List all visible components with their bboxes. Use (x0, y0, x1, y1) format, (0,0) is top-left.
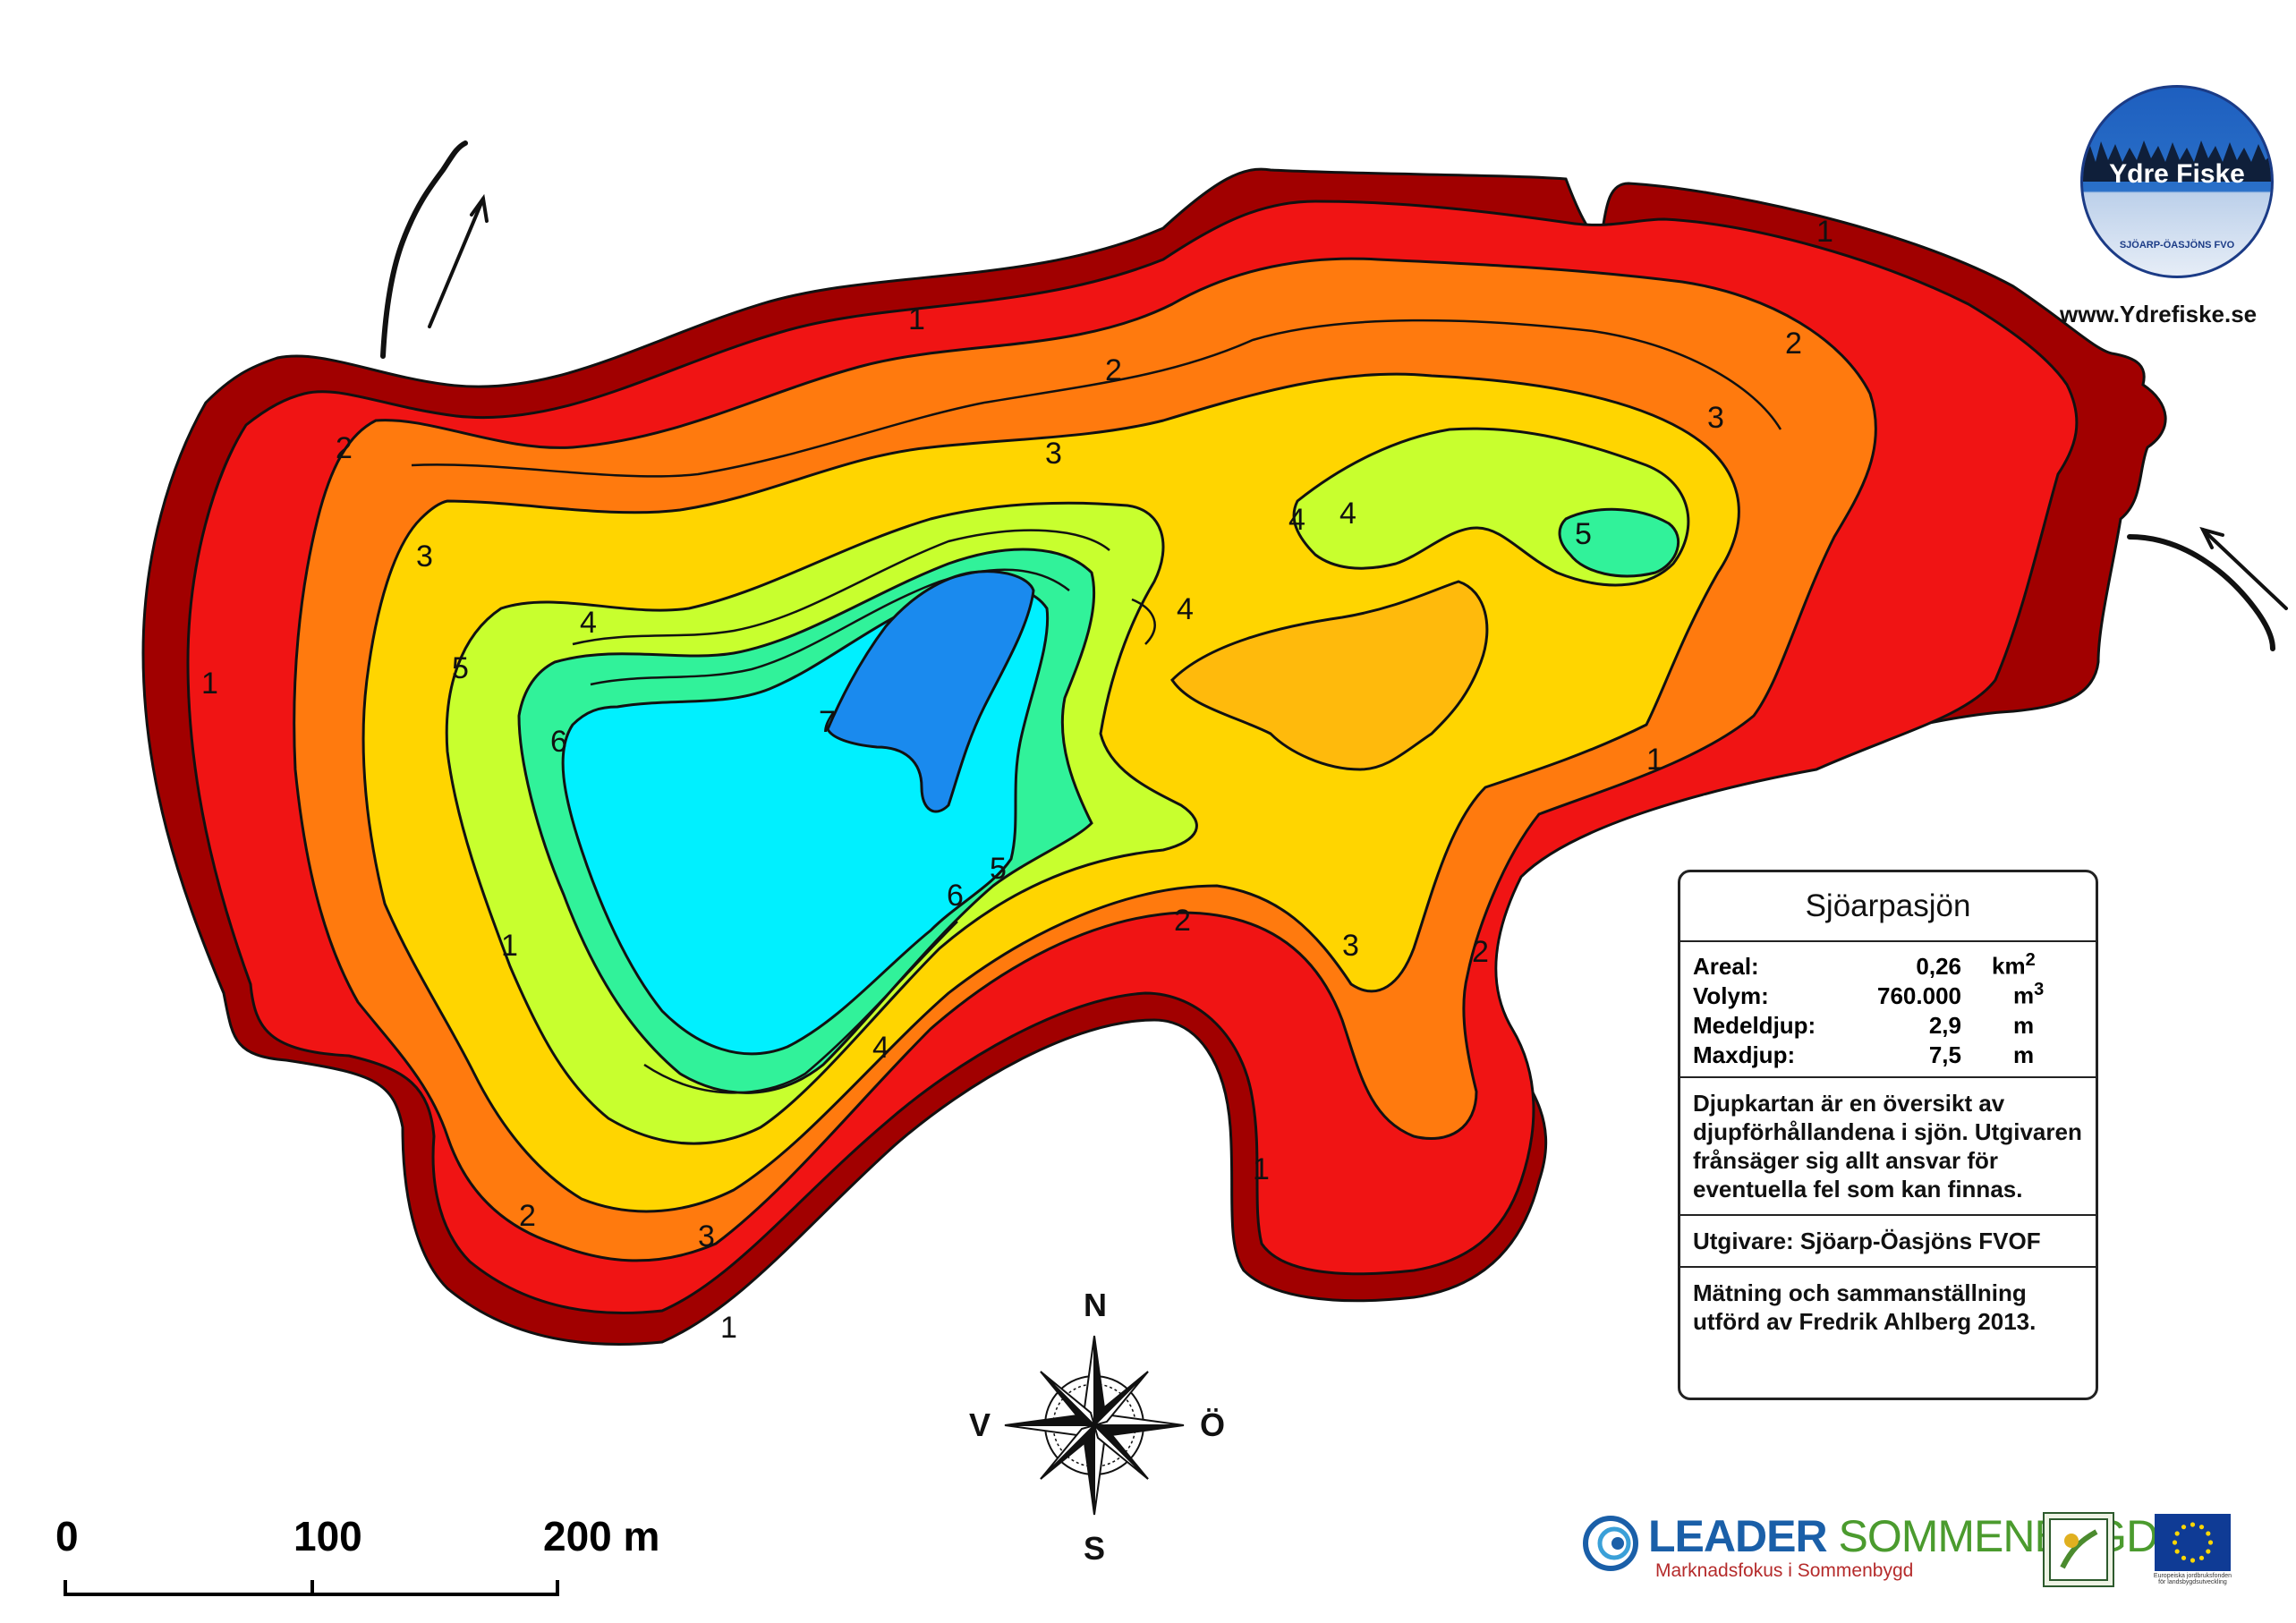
contour-label: 2 (336, 431, 353, 465)
contour-label: 1 (908, 302, 925, 336)
depth-band-7 (826, 570, 1035, 813)
outflow-arrow (428, 193, 489, 328)
contour-label: 2 (1174, 904, 1191, 938)
ydre-fiske-logo: Ydre Fiske SJÖARP-ÖASJÖNS FVO (2080, 85, 2274, 278)
contour-label: 1 (1253, 1152, 1270, 1186)
scale-bar: 0 100 200 m (55, 1513, 659, 1596)
contour-label: 3 (1707, 401, 1724, 435)
contour-label: 1 (1816, 215, 1833, 249)
leader-main: LEADER (1648, 1511, 1828, 1561)
forest-icon (2083, 140, 2271, 182)
leader-swirl-icon (1583, 1516, 1638, 1571)
ydre-logo-sub: SJÖARP-ÖASJÖNS FVO (2119, 240, 2235, 251)
leader-badge-icon (2043, 1512, 2114, 1587)
contour-label: 3 (698, 1219, 715, 1253)
inflow-stream (2127, 534, 2275, 651)
info-panel: Sjöarpasjön Areal: 0,26 km2 Volym: 760.0… (1678, 870, 2098, 1400)
scale-label-200: 200 m (543, 1513, 659, 1559)
contour-label: 4 (1288, 503, 1305, 537)
compass-north: N (1084, 1287, 1107, 1323)
contour-label: 3 (1045, 437, 1062, 471)
compass-east: Ö (1200, 1406, 1225, 1443)
leader-tagline: Marknadsfokus i Sommenbygd (1655, 1560, 1914, 1581)
depth-band-3-4-inner (1170, 580, 1489, 771)
compass-west: V (969, 1406, 991, 1443)
inflow-arrow (2199, 526, 2288, 610)
stat-volume: Volym: 760.000 m3 (1693, 980, 2045, 1009)
stat-max-depth: Maxdjup: 7,5 m (1693, 1041, 2035, 1068)
scale-label-0: 0 (55, 1513, 79, 1559)
contour-label: 2 (1785, 327, 1802, 361)
eu-caption: Europeiska jordbruksfonden för landsbygd… (2153, 1573, 2232, 1585)
contour-label: 2 (1472, 935, 1489, 969)
depth-band-5-east (1558, 507, 1680, 578)
contour-label: 6 (947, 879, 964, 913)
scale-label-100: 100 (293, 1513, 362, 1559)
contour-label: 4 (1339, 497, 1356, 531)
contour-label: 5 (1575, 517, 1592, 551)
contour-label: 1 (720, 1311, 737, 1345)
contour-label: 5 (452, 651, 469, 685)
flow-arrows (428, 193, 2288, 610)
contour-label: 3 (416, 540, 433, 574)
ydre-logo-title: Ydre Fiske (2109, 159, 2245, 189)
contour-label: 1 (501, 929, 518, 963)
contour-label: 4 (872, 1031, 889, 1065)
disclaimer: Djupkartan är en översikt av djupförhåll… (1680, 1078, 2096, 1216)
lake-stats: Areal: 0,26 km2 Volym: 760.000 m3 Medeld… (1680, 942, 2096, 1078)
compass-rose: N S V Ö (969, 1287, 1225, 1567)
compass-south: S (1084, 1530, 1105, 1567)
contour-label: 2 (1105, 353, 1122, 387)
publisher: Utgivare: Sjöarp-Öasjöns FVOF (1680, 1216, 2096, 1268)
contour-lines (411, 319, 1782, 1094)
streams (380, 140, 2275, 651)
contour-label: 1 (201, 667, 218, 701)
stat-area: Areal: 0,26 km2 (1693, 950, 2036, 980)
credits: Mätning och sammanställning utförd av Fr… (1693, 1279, 2037, 1335)
contour-label: 5 (990, 852, 1007, 886)
contour-label: 6 (550, 725, 567, 759)
contour-label: 4 (1177, 592, 1194, 626)
outflow-stream (380, 140, 468, 359)
leader-logo: LEADER SOMMENBYGD Marknadsfokus i Sommen… (1577, 1510, 2158, 1582)
lake-title: Sjöarpasjön (1680, 872, 2096, 942)
eu-flag-icon (2155, 1514, 2231, 1571)
contour-label: 7 (819, 705, 836, 739)
contour-label: 3 (1342, 929, 1359, 963)
stat-mean-depth: Medeldjup: 2,9 m (1693, 1012, 2035, 1039)
depth-bands (141, 167, 2167, 1346)
contour-label: 4 (580, 606, 597, 640)
contour-label: 1 (1646, 743, 1663, 777)
contour-label: 2 (519, 1199, 536, 1233)
ydre-url[interactable]: www.Ydrefiske.se (2060, 301, 2258, 327)
